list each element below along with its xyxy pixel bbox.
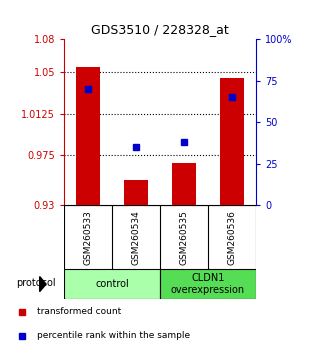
- Text: percentile rank within the sample: percentile rank within the sample: [37, 331, 190, 340]
- Bar: [160, 269, 256, 299]
- Text: GSM260534: GSM260534: [132, 210, 140, 264]
- Polygon shape: [40, 276, 46, 292]
- Bar: [76, 67, 100, 205]
- Text: GSM260535: GSM260535: [180, 210, 188, 265]
- Bar: [220, 78, 244, 205]
- Bar: [172, 163, 196, 205]
- Text: GSM260536: GSM260536: [228, 210, 236, 265]
- Bar: [124, 180, 148, 205]
- Text: GSM260533: GSM260533: [84, 210, 92, 265]
- Text: protocol: protocol: [16, 278, 56, 287]
- Text: control: control: [95, 279, 129, 289]
- Title: GDS3510 / 228328_at: GDS3510 / 228328_at: [91, 23, 229, 36]
- Text: transformed count: transformed count: [37, 307, 121, 316]
- Text: CLDN1
overexpression: CLDN1 overexpression: [171, 273, 245, 295]
- Bar: [64, 269, 160, 299]
